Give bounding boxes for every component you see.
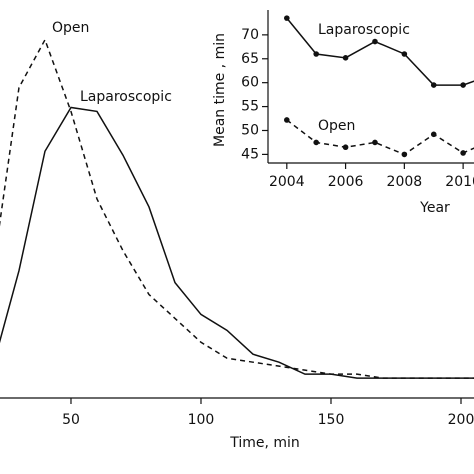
x-tick-label: 2004 <box>269 174 305 190</box>
point <box>401 151 408 158</box>
y-tick-label: 50 <box>241 122 259 138</box>
x-axis-label: Year <box>419 200 450 216</box>
y-tick-label: 70 <box>241 27 259 43</box>
point <box>372 38 378 45</box>
x-tick-label: 50 <box>62 412 80 428</box>
plot-area <box>284 15 474 158</box>
y-tick-label: 45 <box>241 146 259 162</box>
point <box>430 82 437 88</box>
x-tick-label: 200 <box>448 412 474 428</box>
y-tick-label: 55 <box>241 99 259 115</box>
plot-area <box>0 37 474 379</box>
point <box>460 150 466 156</box>
point <box>342 55 349 61</box>
series-line <box>0 106 474 379</box>
point <box>372 139 378 146</box>
y-tick-label: 65 <box>241 51 259 67</box>
x-tick-label: 2010 <box>445 174 474 190</box>
point <box>313 139 319 146</box>
x-tick-label: 150 <box>318 412 345 428</box>
series-label: Open <box>52 20 89 36</box>
x-axis-label: Time, min <box>229 435 300 451</box>
point <box>342 144 349 151</box>
point <box>284 117 290 123</box>
x-tick-label: 2006 <box>328 174 364 190</box>
series-label: Open <box>318 118 355 134</box>
point <box>460 82 466 88</box>
x-tick-label: 2008 <box>387 174 423 190</box>
series-label: Laparoscopic <box>80 89 172 105</box>
point <box>401 51 408 57</box>
y-axis-label: Mean time , min <box>212 33 228 147</box>
point <box>284 15 290 21</box>
series-line <box>286 17 474 86</box>
series-line <box>286 119 474 156</box>
series-label: Laparoscopic <box>318 22 410 38</box>
point <box>313 51 319 57</box>
y-tick-label: 60 <box>241 75 259 91</box>
point <box>430 131 437 138</box>
x-tick-label: 100 <box>188 412 215 428</box>
inset-background <box>208 0 474 220</box>
